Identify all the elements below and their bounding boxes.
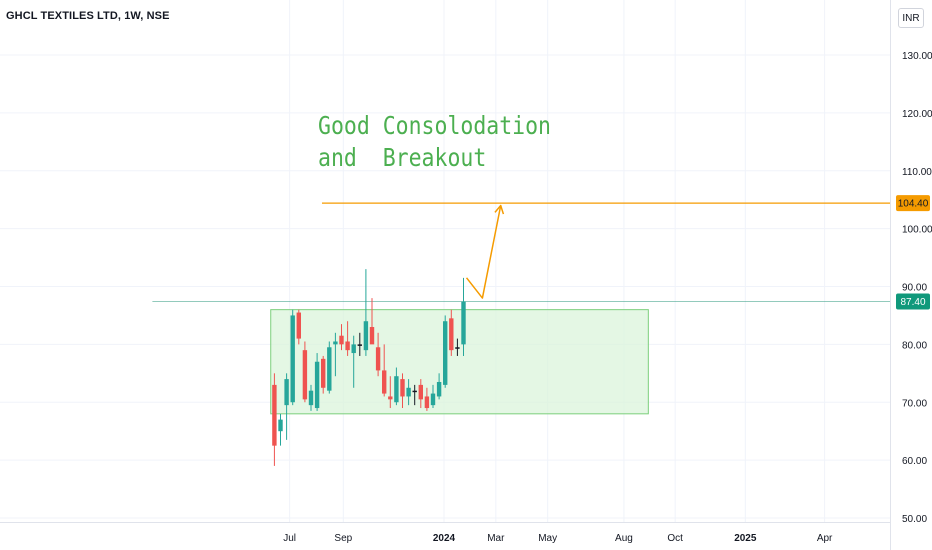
annotation-line-2: and Breakout xyxy=(318,143,487,172)
candle-body xyxy=(443,321,448,385)
candle-body xyxy=(321,358,326,388)
candle-body xyxy=(327,347,332,391)
candle-body xyxy=(388,396,393,400)
y-tick-label: 130.00 xyxy=(902,51,932,62)
annotation-text: Good Consolodation and Breakout xyxy=(318,110,551,174)
candle-body xyxy=(339,335,344,345)
breakout-arrowhead xyxy=(494,204,505,215)
last-price-price-tag xyxy=(896,293,930,310)
x-tick-label: Aug xyxy=(615,533,633,544)
candle-body xyxy=(345,341,350,351)
y-tick-label: 80.00 xyxy=(902,340,927,351)
x-tick-label: Sep xyxy=(334,533,352,544)
candle-body xyxy=(278,419,283,432)
target-price-label: 104.40 xyxy=(898,199,929,210)
candle-body xyxy=(363,321,369,351)
x-tick-label: Oct xyxy=(667,533,683,544)
candle-body xyxy=(375,347,381,371)
candle-body xyxy=(272,384,277,446)
y-tick-label: 50.00 xyxy=(902,514,927,525)
y-tick-label: 90.00 xyxy=(902,283,927,294)
x-tick-label: Mar xyxy=(487,533,505,544)
candle-body xyxy=(284,379,289,406)
currency-button[interactable]: INR xyxy=(898,8,924,28)
x-tick-label: Jul xyxy=(283,533,296,544)
candle-body xyxy=(424,396,430,409)
annotation-line-1: Good Consolodation xyxy=(318,111,552,140)
breakout-arrow xyxy=(465,205,502,299)
candle-body xyxy=(333,341,338,345)
candle-body xyxy=(436,381,442,397)
y-tick-label: 110.00 xyxy=(902,167,932,178)
candle-body xyxy=(369,327,375,345)
y-tick-label: 60.00 xyxy=(902,456,927,467)
candle-body xyxy=(351,344,356,354)
x-tick-label: 2024 xyxy=(433,533,456,544)
candle-body xyxy=(449,318,454,351)
candle-body xyxy=(308,390,314,406)
candle-body xyxy=(418,384,423,400)
y-tick-label: 70.00 xyxy=(902,398,927,409)
consolidation-box xyxy=(270,309,649,415)
x-tick-label: 2025 xyxy=(734,533,757,544)
y-tick-label: 100.00 xyxy=(902,225,932,236)
candle-body xyxy=(394,376,399,403)
candle-body xyxy=(400,379,405,397)
candle-body xyxy=(412,390,417,393)
x-tick-label: Apr xyxy=(817,533,833,544)
chart-title: GHCL TEXTILES LTD, 1W, NSE xyxy=(6,10,170,22)
y-tick-label: 120.00 xyxy=(902,109,932,120)
candle-body xyxy=(406,387,411,397)
candle-body xyxy=(296,312,301,339)
candle-body xyxy=(382,370,387,394)
candle-body xyxy=(430,393,436,406)
x-tick-label: May xyxy=(538,533,557,544)
candle-body xyxy=(357,344,362,346)
candle-body xyxy=(455,347,460,349)
candle-body xyxy=(314,361,320,409)
last-price-price-label: 87.40 xyxy=(900,297,925,308)
target-price-tag xyxy=(896,195,930,212)
candle-body xyxy=(461,301,466,345)
candle-body xyxy=(290,315,295,403)
candle-body xyxy=(302,350,308,400)
